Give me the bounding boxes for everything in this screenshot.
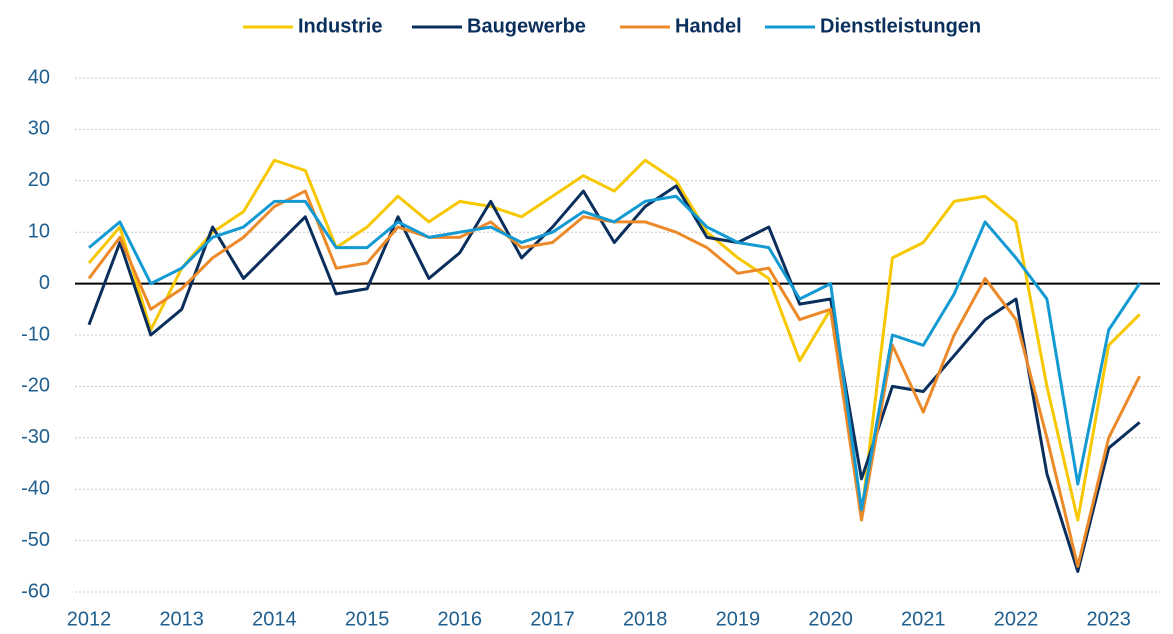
x-tick-label: 2018: [623, 608, 668, 630]
x-tick-label: 2012: [67, 608, 112, 630]
x-tick-label: 2023: [1086, 608, 1131, 630]
legend-label: Industrie: [298, 15, 382, 37]
legend-label: Dienstleistungen: [820, 15, 981, 37]
y-tick-label: -30: [21, 426, 50, 448]
x-tick-label: 2020: [808, 608, 853, 630]
series-line: [87, 184, 1141, 573]
y-tick-label: -40: [21, 477, 50, 499]
x-tick-label: 2016: [438, 608, 483, 630]
x-tick-label: 2013: [159, 608, 204, 630]
legend-label: Baugewerbe: [467, 15, 586, 37]
y-tick-label: 0: [39, 272, 50, 294]
y-tick-label: -20: [21, 375, 50, 397]
series-line: [87, 189, 1141, 568]
y-tick-label: 30: [28, 118, 50, 140]
x-tick-label: 2017: [530, 608, 575, 630]
series-line: [87, 158, 1141, 522]
legend-label: Handel: [675, 15, 742, 37]
y-tick-label: -10: [21, 323, 50, 345]
series-line: [88, 194, 1141, 512]
y-tick-label: 10: [28, 220, 50, 242]
y-tick-label: 40: [28, 66, 50, 88]
x-tick-label: 2015: [345, 608, 390, 630]
x-tick-label: 2019: [716, 608, 761, 630]
x-tick-label: 2021: [901, 608, 946, 630]
y-tick-label: -60: [21, 580, 50, 602]
x-tick-label: 2022: [994, 608, 1039, 630]
x-tick-label: 2014: [252, 608, 297, 630]
y-tick-label: -50: [21, 529, 50, 551]
y-tick-label: 20: [28, 169, 50, 191]
